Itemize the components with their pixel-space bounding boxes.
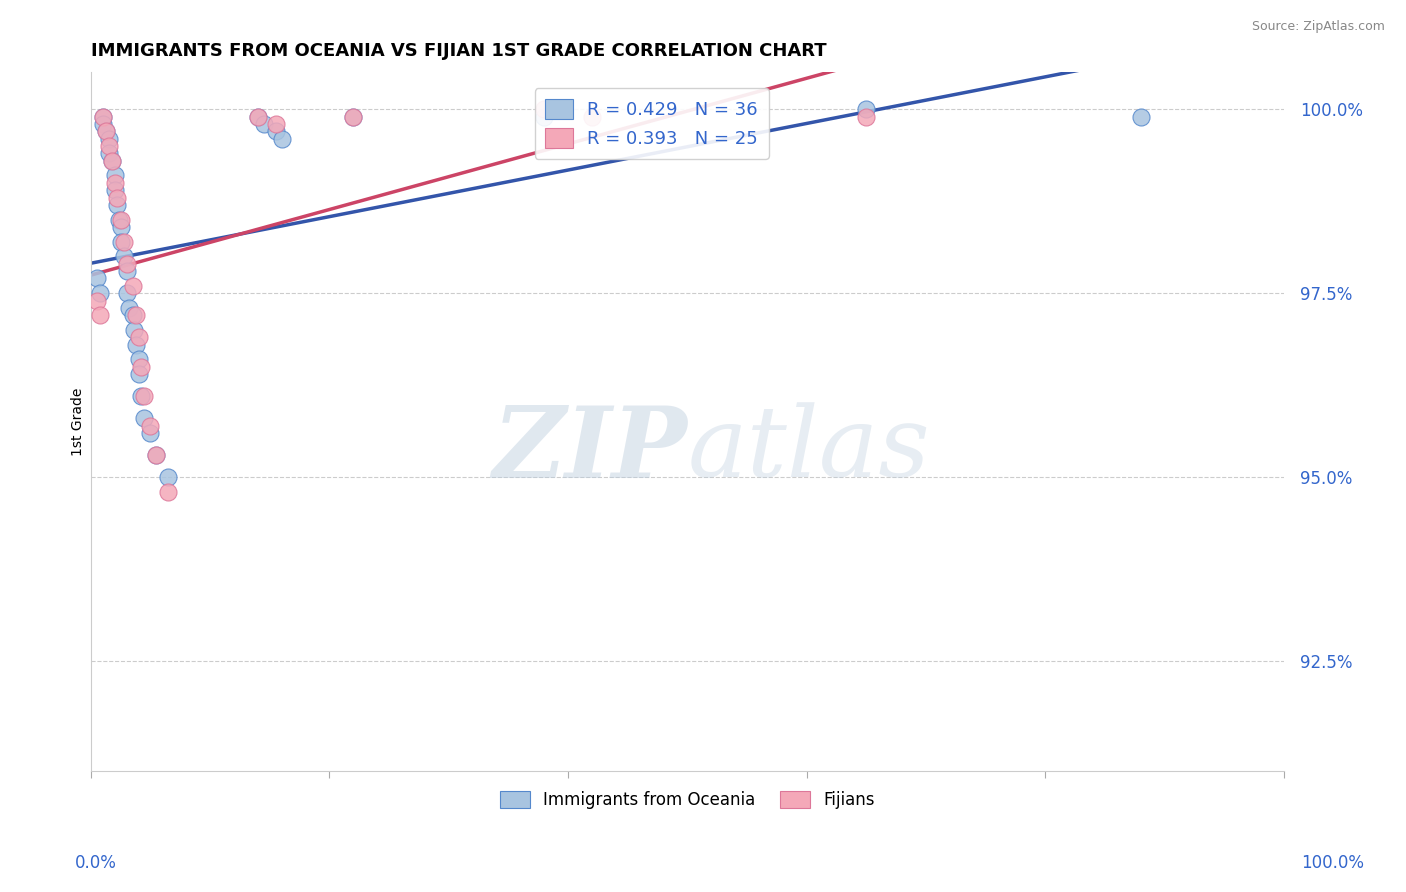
Point	[145, 448, 167, 462]
Point	[139, 418, 162, 433]
Point	[134, 389, 156, 403]
Point	[108, 212, 131, 227]
Point	[104, 183, 127, 197]
Y-axis label: 1st Grade: 1st Grade	[72, 388, 86, 456]
Point	[96, 124, 118, 138]
Text: 100.0%: 100.0%	[1302, 855, 1364, 872]
Point	[104, 169, 127, 183]
Text: atlas: atlas	[688, 402, 931, 498]
Point	[270, 131, 292, 145]
Point	[115, 257, 138, 271]
Point	[581, 110, 603, 124]
Point	[128, 352, 150, 367]
Text: 0.0%: 0.0%	[75, 855, 117, 872]
Text: ZIP: ZIP	[492, 401, 688, 498]
Point	[264, 124, 287, 138]
Point	[125, 337, 148, 351]
Point	[121, 278, 143, 293]
Point	[89, 308, 111, 322]
Point	[264, 117, 287, 131]
Point	[115, 286, 138, 301]
Point	[134, 411, 156, 425]
Point	[157, 470, 180, 484]
Point	[97, 131, 120, 145]
Point	[91, 110, 114, 124]
Point	[855, 102, 877, 116]
Point	[112, 249, 135, 263]
Point	[97, 139, 120, 153]
Point	[121, 308, 143, 322]
Point	[105, 190, 128, 204]
Point	[246, 110, 269, 124]
Point	[110, 235, 132, 249]
Point	[533, 110, 555, 124]
Point	[97, 146, 120, 161]
Text: Source: ZipAtlas.com: Source: ZipAtlas.com	[1251, 20, 1385, 33]
Point	[129, 389, 152, 403]
Point	[125, 308, 148, 322]
Point	[342, 110, 364, 124]
Point	[128, 367, 150, 381]
Point	[112, 235, 135, 249]
Point	[246, 110, 269, 124]
Point	[1129, 110, 1152, 124]
Point	[105, 198, 128, 212]
Point	[118, 301, 141, 315]
Point	[157, 484, 180, 499]
Point	[86, 271, 108, 285]
Text: IMMIGRANTS FROM OCEANIA VS FIJIAN 1ST GRADE CORRELATION CHART: IMMIGRANTS FROM OCEANIA VS FIJIAN 1ST GR…	[91, 42, 827, 60]
Point	[533, 102, 555, 116]
Point	[855, 110, 877, 124]
Point	[115, 264, 138, 278]
Point	[342, 110, 364, 124]
Point	[101, 153, 124, 168]
Point	[139, 425, 162, 440]
Legend: Immigrants from Oceania, Fijians: Immigrants from Oceania, Fijians	[494, 784, 882, 815]
Point	[128, 330, 150, 344]
Point	[89, 286, 111, 301]
Point	[101, 153, 124, 168]
Point	[86, 293, 108, 308]
Point	[145, 448, 167, 462]
Point	[122, 323, 145, 337]
Point	[129, 359, 152, 374]
Point	[253, 117, 276, 131]
Point	[104, 176, 127, 190]
Point	[110, 219, 132, 234]
Point	[91, 117, 114, 131]
Point	[110, 212, 132, 227]
Point	[96, 124, 118, 138]
Point	[91, 110, 114, 124]
